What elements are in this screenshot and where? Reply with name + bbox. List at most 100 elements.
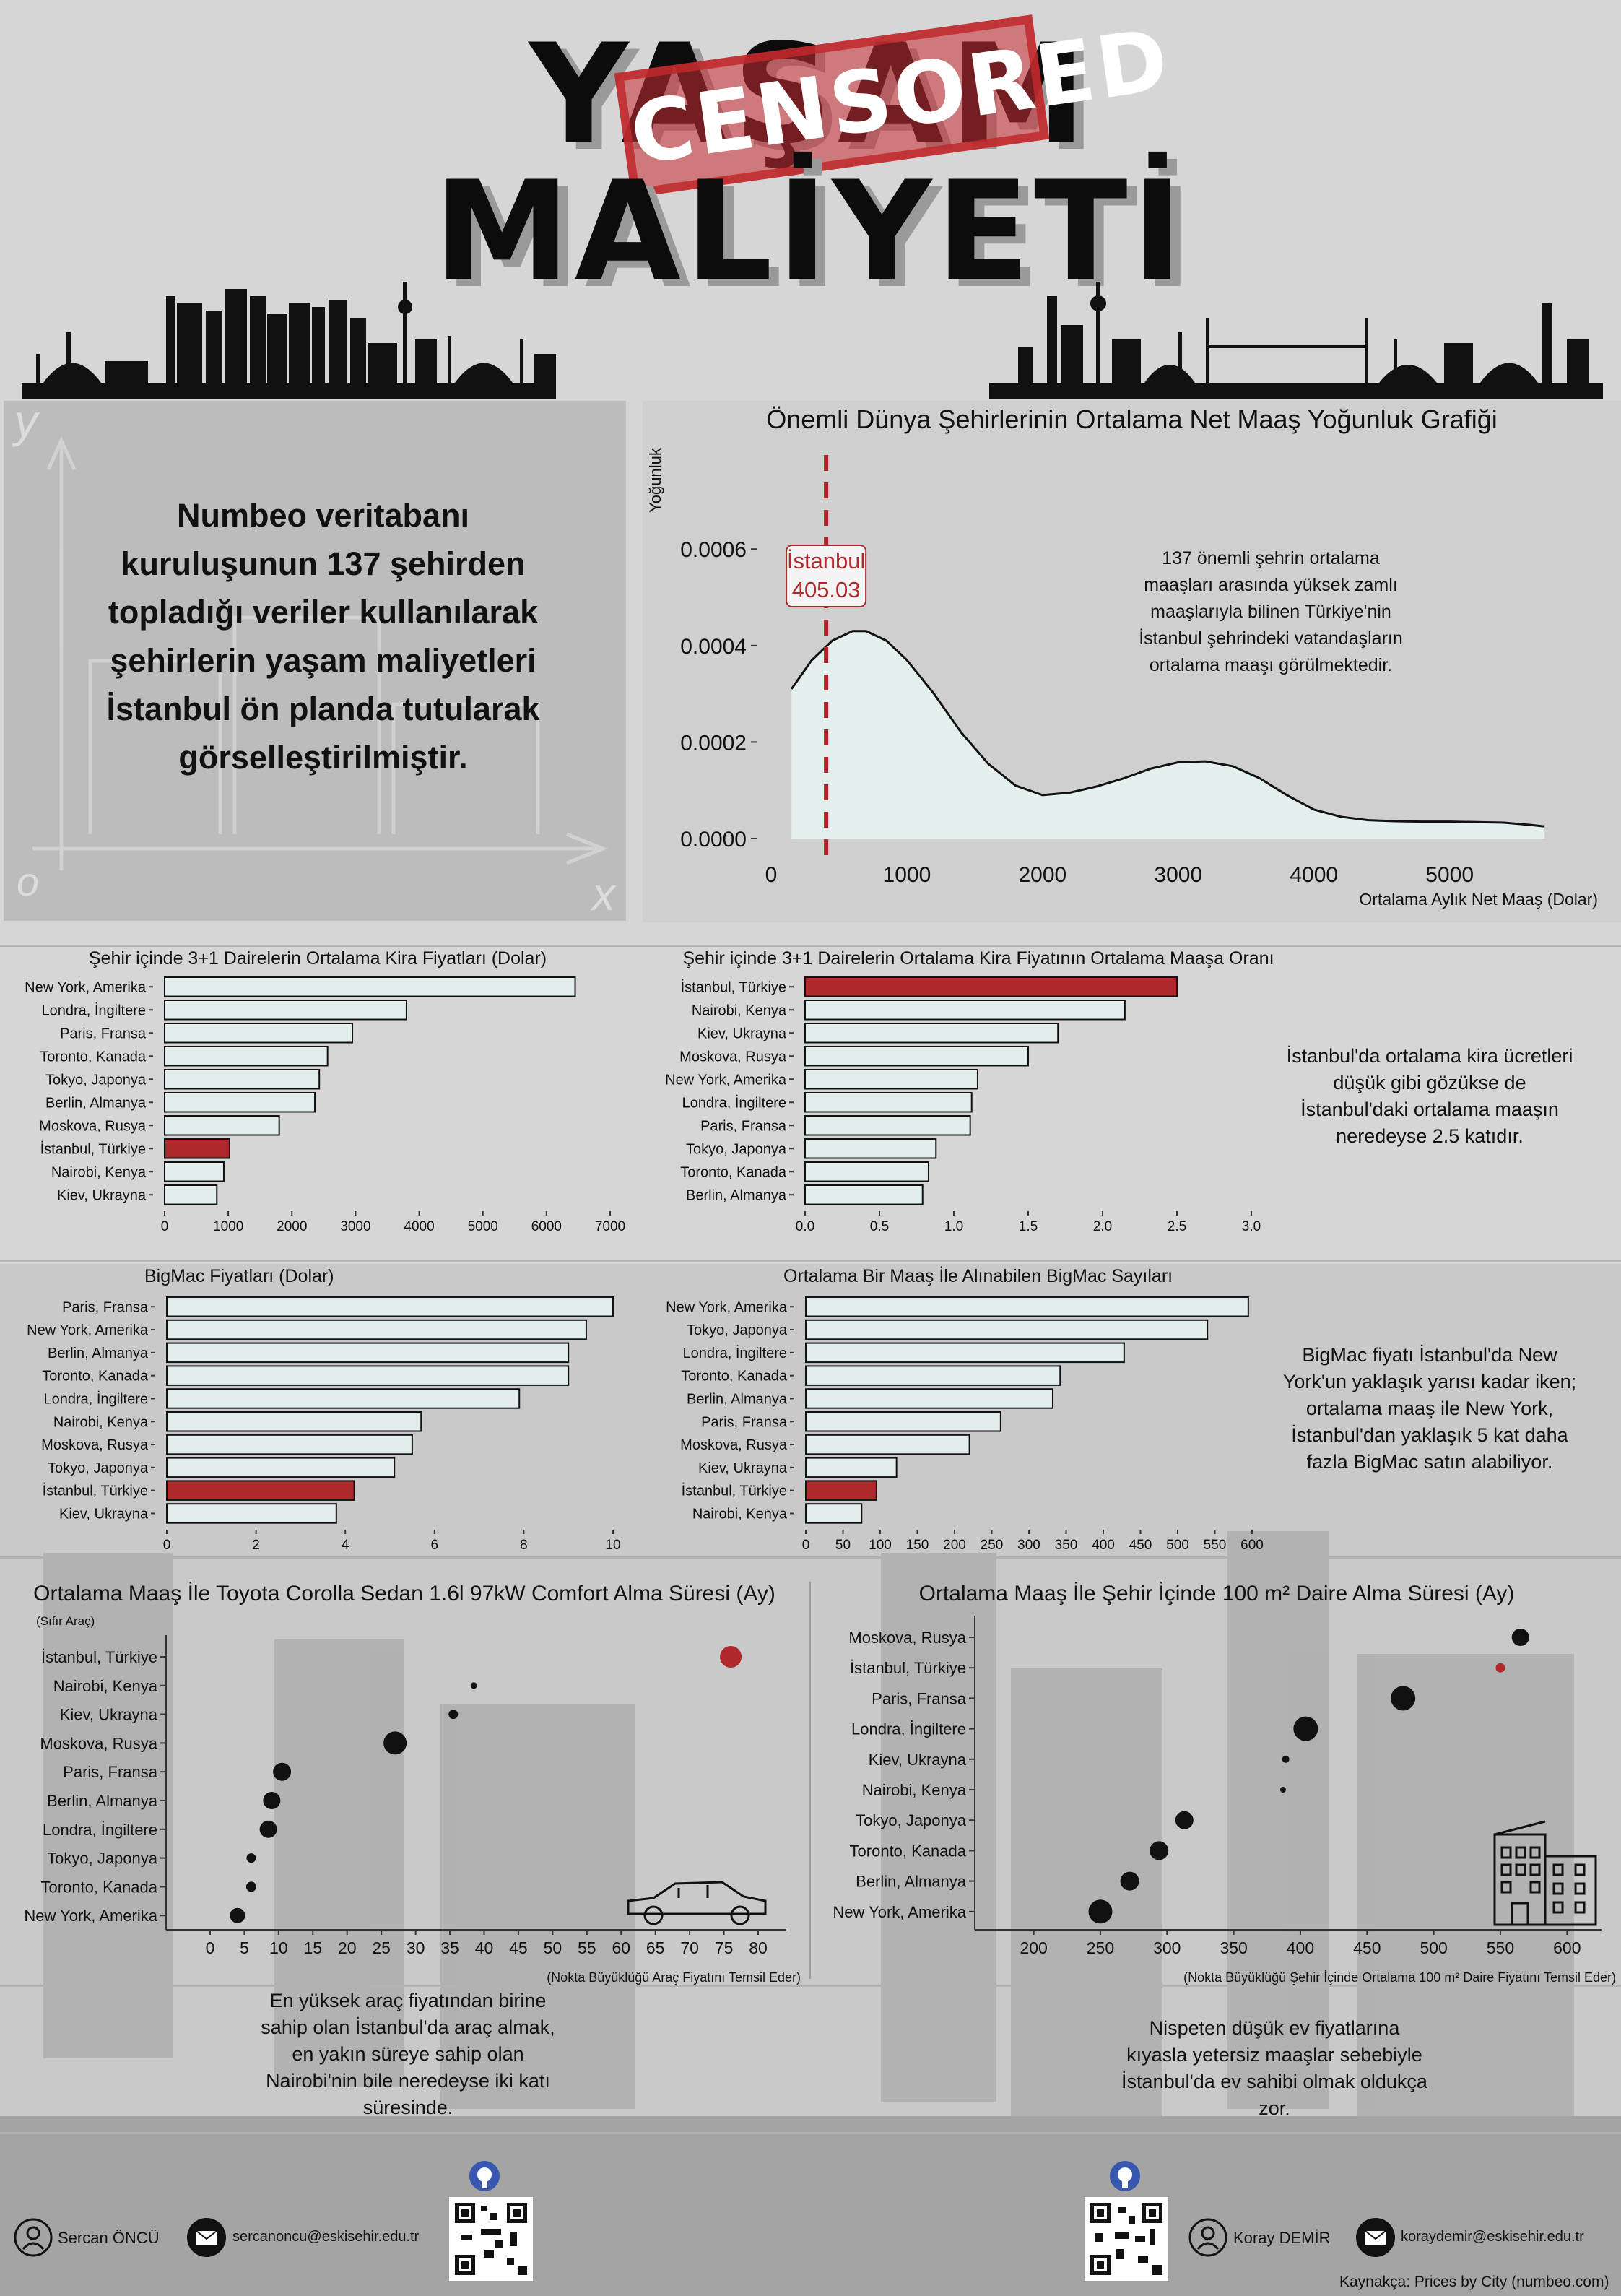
x-tick-label: 75: [715, 1938, 734, 1957]
skyline-left-silhouette: [22, 282, 556, 399]
car-chart: İstanbul, Türkiye Nairobi, Kenya Kiev, Ukr…: [24, 1635, 801, 1985]
dot-category-label: Tokyo, Japonya: [47, 1850, 158, 1868]
bar: [164, 1161, 225, 1182]
bar-category-label: Nairobi, Kenya: [692, 1506, 788, 1522]
bar-category-label: Kiev, Ukrayna: [57, 1187, 147, 1203]
bar-category-label: Kiev, Ukrayna: [697, 1026, 787, 1041]
bar: [804, 1069, 978, 1090]
chalk-x-label: x: [590, 868, 617, 920]
car-subtitle: (Sıfır Araç): [36, 1614, 95, 1628]
bar: [166, 1457, 396, 1478]
bar-category-label: Paris, Fransa: [700, 1118, 787, 1134]
bar: [804, 1184, 924, 1205]
divider: [0, 1556, 1621, 1559]
bar-category-label: İstanbul, Türkiye: [681, 979, 786, 995]
x-tick-label: 2000: [277, 1219, 307, 1234]
author2-email[interactable]: koraydemir@eskisehir.edu.tr: [1401, 2229, 1584, 2245]
x-tick-label: 60: [612, 1938, 630, 1957]
divider: [0, 1985, 1621, 1987]
rent-note: İstanbul'da ortalama kira ücretleri düşü…: [1286, 1045, 1573, 1147]
x-tick-label: 550: [1204, 1538, 1227, 1549]
bar-category-label: Nairobi, Kenya: [53, 1414, 149, 1430]
author1-email[interactable]: sercanoncu@eskisehir.edu.tr: [232, 2229, 420, 2245]
bar: [804, 1000, 1126, 1021]
density-chart: İstanbul 405.03 0.0000 0.0002 0.0004 0.0006 0 1…: [646, 447, 1598, 909]
github-icon[interactable]: [1108, 2159, 1142, 2193]
qr-code[interactable]: [1085, 2197, 1168, 2281]
x-tick-label: 100: [869, 1538, 892, 1549]
x-tick-label: 4000: [404, 1219, 434, 1234]
bar-category-label: Paris, Fransa: [60, 1026, 147, 1041]
x-tick-label: 350: [1055, 1538, 1078, 1549]
author1-name: Sercan ÖNCÜ: [58, 2229, 160, 2247]
bar: [164, 1092, 316, 1113]
x-tick-label: 250: [981, 1538, 1004, 1549]
x-tick-label: 500: [1166, 1538, 1189, 1549]
bar-category-label: Nairobi, Kenya: [51, 1164, 147, 1180]
x-tick-label: 8: [520, 1538, 528, 1549]
bar-category-label: Londra, İngiltere: [43, 1390, 148, 1407]
github-icon[interactable]: [468, 2159, 501, 2193]
data-point: [383, 1731, 407, 1755]
bar-category-label: Berlin, Almanya: [45, 1095, 147, 1111]
bigmac-count-title: Ortalama Bir Maaş İle Alınabilen BigMac …: [783, 1266, 1173, 1286]
x-tick-label: 2: [252, 1538, 260, 1549]
dot-category-label: Berlin, Almanya: [47, 1792, 158, 1810]
rent-chart: New York, Amerika Londra, İngiltere Paris,…: [25, 976, 625, 1234]
bigmac-chart: Paris, Fransa New York, Amerika Berlin, Al…: [27, 1296, 621, 1549]
y-tick-label: 0.0004: [680, 635, 747, 659]
x-tick-label: 7000: [595, 1219, 625, 1234]
bar: [164, 1184, 218, 1205]
x-tick-label: 400: [1092, 1538, 1115, 1549]
marker-value-label: 405.03: [792, 577, 861, 602]
x-tick-label: 25: [372, 1938, 391, 1957]
intro-text: Numbeo veritabanı kuruluşunun 137 şehird…: [106, 497, 540, 776]
bar: [166, 1342, 570, 1364]
source-credit: Kaynakça: Prices by City (numbeo.com): [1339, 2274, 1609, 2290]
dot-category-label: Berlin, Almanya: [856, 1873, 967, 1891]
dot-category-label: Kiev, Ukrayna: [60, 1706, 158, 1724]
mail-icon[interactable]: [186, 2217, 227, 2258]
y-axis-label: Yoğunluk: [646, 447, 664, 513]
data-point: [1120, 1871, 1139, 1891]
bar: [805, 1319, 1209, 1340]
bar-category-label: New York, Amerika: [665, 1072, 787, 1088]
x-tick-label: 4000: [1290, 863, 1338, 887]
rent-ratio-title: Şehir içinde 3+1 Dairelerin Ortalama Kir…: [682, 948, 1274, 969]
qr-code[interactable]: [449, 2197, 533, 2281]
bar-category-label: New York, Amerika: [27, 1322, 149, 1338]
bar: [164, 1046, 329, 1067]
bar-category-label: Tokyo, Japonya: [686, 1141, 787, 1157]
bar: [805, 1342, 1125, 1364]
car-title: Ortalama Maaş İle Toyota Corolla Sedan 1…: [33, 1582, 775, 1606]
x-tick-label: 0: [163, 1538, 171, 1549]
bar-category-label: Tokyo, Japonya: [45, 1072, 147, 1088]
density-title: Önemli Dünya Şehirlerinin Ortalama Net M…: [766, 404, 1498, 434]
x-tick-label: 10: [269, 1938, 288, 1957]
data-point: [1175, 1811, 1194, 1829]
bar: [804, 976, 1178, 997]
dot-category-label: Nairobi, Kenya: [53, 1677, 158, 1695]
chalk-axes-drawing: y o x: [12, 401, 617, 920]
x-tick-label: 350: [1220, 1938, 1247, 1957]
x-axis-label: Ortalama Aylık Net Maaş (Dolar): [1359, 890, 1598, 909]
data-point: [1391, 1686, 1416, 1711]
bar: [166, 1365, 570, 1386]
x-tick-label: 2.0: [1093, 1219, 1112, 1234]
y-tick-label: 0.0006: [680, 538, 747, 562]
dot-category-label: New York, Amerika: [24, 1907, 157, 1925]
bar: [805, 1388, 1053, 1409]
x-tick-label: 50: [835, 1538, 851, 1549]
house-note: Nispeten düşük ev fiyatlarına kıyasla ye…: [1121, 2017, 1427, 2119]
data-point: [246, 1853, 256, 1863]
dot-category-label: Kiev, Ukrayna: [869, 1751, 967, 1769]
x-tick-label: 40: [475, 1938, 494, 1957]
x-tick-label: 3000: [1154, 863, 1202, 887]
bar: [804, 1115, 971, 1136]
data-point: [1282, 1755, 1290, 1763]
bar: [166, 1434, 413, 1455]
x-tick-label: 550: [1487, 1938, 1514, 1957]
person-icon: [14, 2218, 53, 2257]
mail-icon[interactable]: [1355, 2217, 1396, 2258]
divider: [0, 1260, 1621, 1262]
